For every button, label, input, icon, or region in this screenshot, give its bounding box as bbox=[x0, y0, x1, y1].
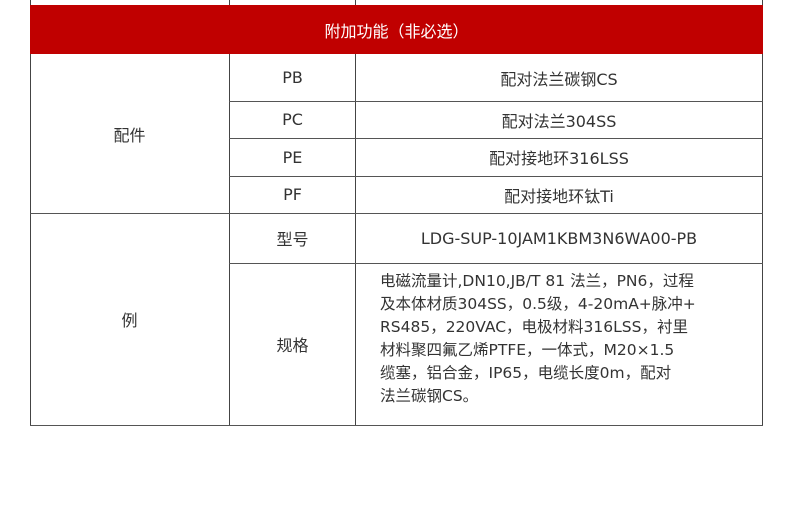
model-value: LDG-SUP-10JAM1KBM3N6WA00-PB bbox=[420, 228, 698, 248]
accessory-desc: 配对法兰304SS bbox=[501, 111, 617, 131]
accessory-desc: 配对接地环316LSS bbox=[489, 149, 629, 168]
accessory-code: PE bbox=[282, 147, 303, 167]
spec-line: 材料聚四氟乙烯PTFE，一体式，M20×1.5 bbox=[380, 341, 675, 359]
accessory-code: PB bbox=[282, 68, 303, 87]
spec-line: 电磁流量计,DN10,JB/T 81 法兰，PN6，过程 bbox=[380, 272, 694, 290]
spec-label: 规格 bbox=[276, 336, 309, 355]
model-label: 型号 bbox=[276, 230, 309, 249]
spec-line: 法兰碳钢CS。 bbox=[380, 387, 479, 405]
spec-value: 电磁流量计,DN10,JB/T 81 法兰，PN6，过程 及本体材质304SS，… bbox=[380, 270, 696, 408]
accessory-code: PF bbox=[283, 185, 302, 204]
accessory-desc: 配对法兰碳钢CS bbox=[500, 69, 618, 89]
spec-line: RS485，220VAC，电极材料316LSS，衬里 bbox=[380, 318, 688, 336]
accessory-code: PC bbox=[282, 110, 303, 129]
spec-line: 缆塞，铝合金，IP65，电缆长度0m，配对 bbox=[380, 364, 672, 382]
accessories-label: 配件 bbox=[113, 125, 146, 145]
example-label: 例 bbox=[121, 311, 138, 330]
section-header: 附加功能（非必选） bbox=[30, 5, 763, 54]
spec-line: 及本体材质304SS，0.5级，4-20mA+脉冲+ bbox=[380, 295, 696, 313]
accessory-desc: 配对接地环钛Ti bbox=[504, 186, 614, 206]
